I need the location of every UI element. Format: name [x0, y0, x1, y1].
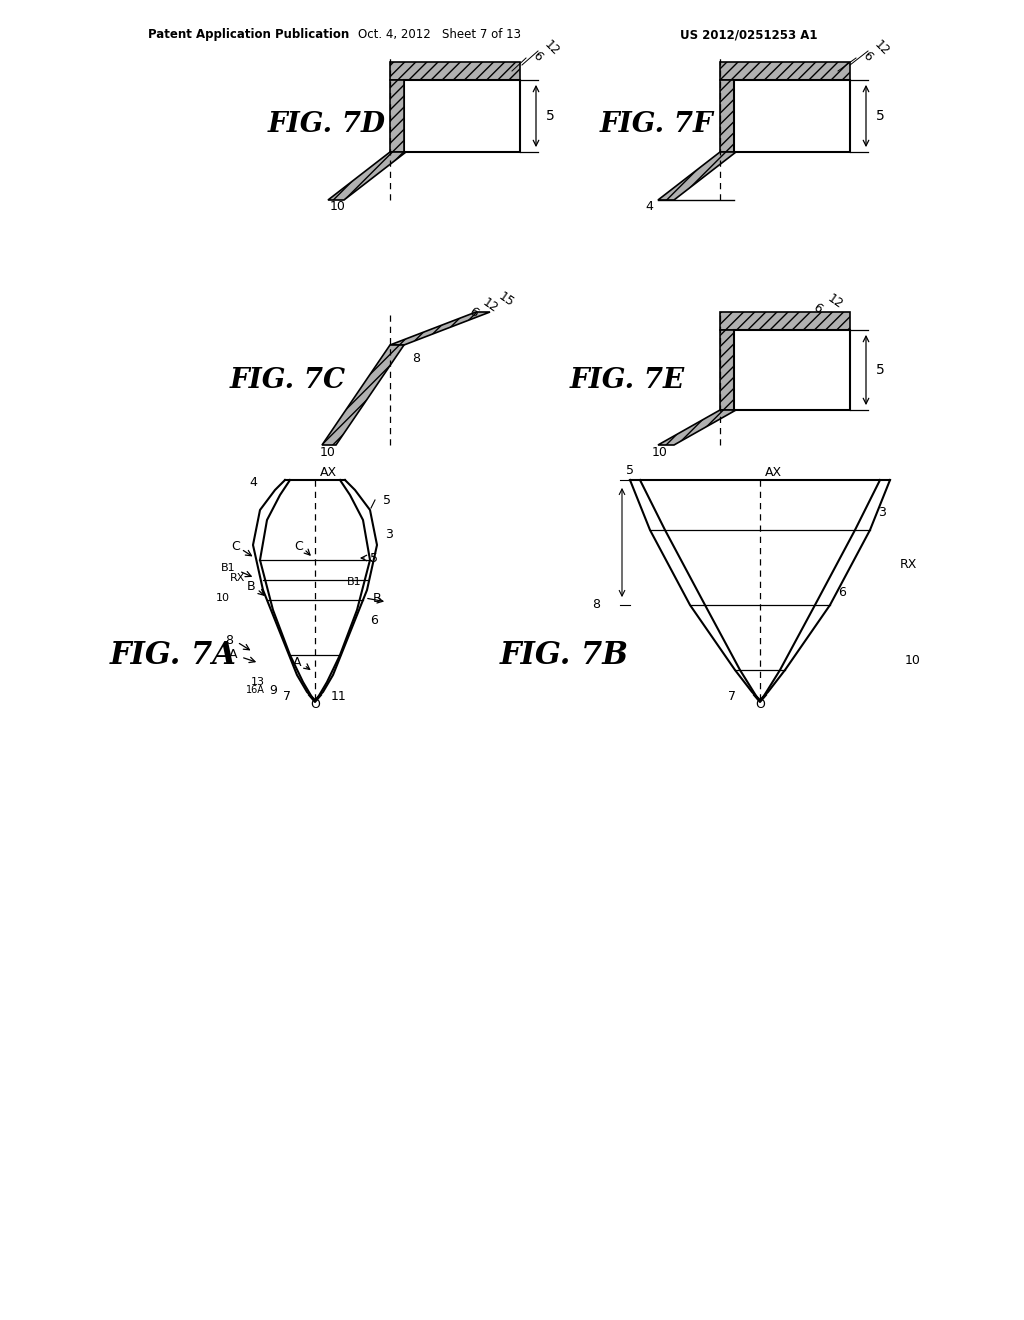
Text: B1: B1	[220, 564, 234, 573]
Text: 12: 12	[542, 38, 562, 58]
Text: RX: RX	[229, 573, 245, 583]
Text: A: A	[228, 648, 237, 661]
Text: 9: 9	[269, 684, 278, 697]
Text: 10: 10	[652, 446, 668, 458]
Text: Oct. 4, 2012   Sheet 7 of 13: Oct. 4, 2012 Sheet 7 of 13	[358, 28, 521, 41]
Text: 7: 7	[728, 689, 736, 702]
Text: O: O	[755, 698, 765, 711]
Text: 8: 8	[592, 598, 600, 611]
Text: 5: 5	[546, 110, 555, 123]
Text: 6: 6	[838, 586, 846, 598]
Bar	[734, 330, 850, 411]
Text: 15: 15	[496, 290, 516, 310]
Text: C: C	[294, 540, 303, 553]
Text: 11: 11	[331, 689, 347, 702]
Text: 6: 6	[530, 49, 545, 63]
Text: 5: 5	[383, 494, 391, 507]
Text: A: A	[293, 656, 301, 669]
Polygon shape	[720, 62, 850, 81]
Polygon shape	[658, 411, 736, 445]
Text: 6: 6	[466, 305, 480, 319]
Polygon shape	[390, 312, 490, 345]
Text: 7: 7	[283, 689, 291, 702]
Text: 8: 8	[412, 351, 420, 364]
Polygon shape	[658, 152, 736, 201]
Text: B1: B1	[347, 577, 361, 587]
Text: 12: 12	[825, 292, 846, 312]
Text: 6: 6	[370, 614, 378, 627]
Text: 4: 4	[645, 201, 653, 214]
Text: 16A: 16A	[246, 685, 265, 696]
Text: B: B	[247, 581, 255, 594]
Text: 10: 10	[330, 201, 346, 214]
Text: 5: 5	[370, 552, 378, 565]
Text: 13: 13	[251, 677, 265, 686]
Text: FIG. 7D: FIG. 7D	[268, 111, 386, 139]
Text: US 2012/0251253 A1: US 2012/0251253 A1	[680, 28, 817, 41]
Polygon shape	[322, 345, 404, 445]
Polygon shape	[720, 81, 734, 152]
Text: 3: 3	[385, 528, 393, 541]
Polygon shape	[390, 81, 404, 152]
Text: AX: AX	[319, 466, 337, 479]
Text: FIG. 7A: FIG. 7A	[110, 639, 237, 671]
Bar	[734, 81, 850, 152]
Text: 4: 4	[249, 475, 257, 488]
Polygon shape	[720, 312, 850, 330]
Polygon shape	[390, 62, 520, 81]
Text: AX: AX	[765, 466, 782, 479]
Text: RX: RX	[900, 558, 918, 572]
Bar	[404, 81, 520, 152]
Text: 3: 3	[878, 506, 886, 519]
Text: 12: 12	[872, 38, 892, 58]
Text: O: O	[310, 698, 319, 711]
Text: FIG. 7E: FIG. 7E	[570, 367, 685, 393]
Text: 5: 5	[876, 110, 885, 123]
Text: 5: 5	[626, 463, 634, 477]
Text: Patent Application Publication: Patent Application Publication	[148, 28, 349, 41]
Text: 10: 10	[905, 653, 921, 667]
Text: 6: 6	[860, 49, 874, 63]
Text: FIG. 7C: FIG. 7C	[230, 367, 346, 393]
Polygon shape	[328, 152, 406, 201]
Text: B: B	[373, 591, 382, 605]
Text: 10: 10	[216, 593, 230, 603]
Text: C: C	[231, 540, 240, 553]
Text: FIG. 7F: FIG. 7F	[600, 111, 714, 139]
Text: 6: 6	[810, 301, 824, 315]
Text: 5: 5	[876, 363, 885, 378]
Text: 8: 8	[225, 634, 233, 647]
Text: 12: 12	[480, 296, 501, 315]
Text: FIG. 7B: FIG. 7B	[500, 639, 629, 671]
Text: 10: 10	[319, 446, 336, 458]
Polygon shape	[720, 330, 734, 411]
